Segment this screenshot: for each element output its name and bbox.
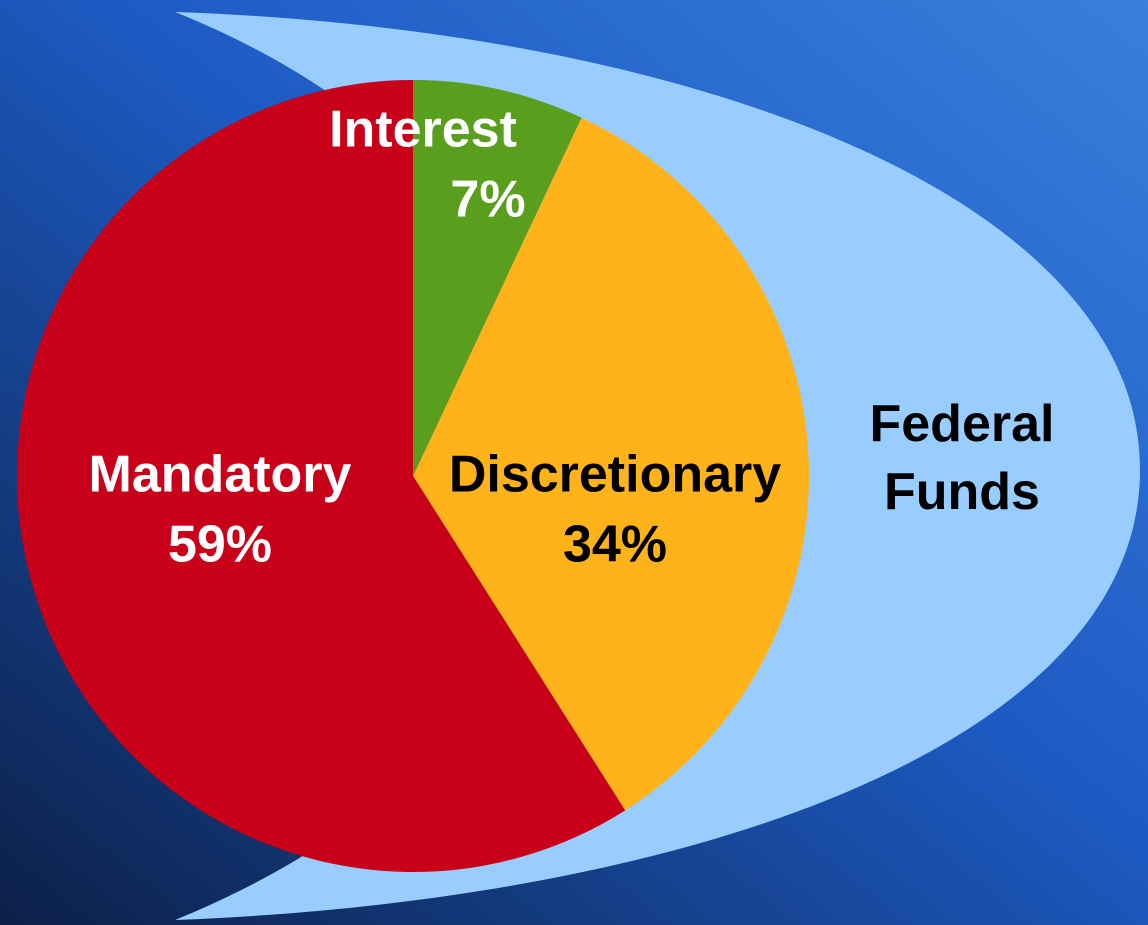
- pie-slice: [413, 80, 582, 476]
- pie-slice: [413, 117, 809, 811]
- pie: Interest 7% Discretionary 34% Mandatory 59%: [17, 80, 809, 872]
- value-label: 59%: [168, 516, 272, 574]
- slice-label: Discretionary: [449, 446, 781, 504]
- slice-label: Mandatory: [89, 446, 352, 504]
- value-label: 34%: [563, 516, 667, 574]
- annotation: Federal Funds: [869, 395, 1055, 521]
- pie-slice: [17, 80, 626, 872]
- slice-label: Interest: [329, 101, 517, 159]
- value-label: 7%: [450, 171, 525, 229]
